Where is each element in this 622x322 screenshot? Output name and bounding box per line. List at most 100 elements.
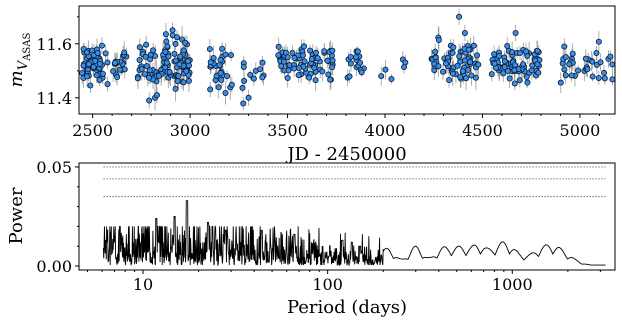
data-point (467, 59, 474, 66)
data-point (116, 66, 123, 73)
data-point (289, 49, 296, 56)
data-point (282, 49, 289, 56)
data-point (535, 69, 542, 76)
data-point (79, 69, 86, 76)
significance-lines (103, 166, 606, 198)
data-point (468, 72, 475, 79)
data-point (432, 48, 439, 55)
data-point (90, 63, 97, 70)
data-point (566, 61, 573, 68)
data-point (324, 57, 331, 64)
data-point (474, 52, 481, 59)
data-point (291, 65, 298, 72)
data-point (143, 41, 150, 48)
data-point (155, 72, 162, 79)
data-point (136, 57, 143, 64)
data-point (175, 72, 182, 79)
data-point (228, 81, 235, 88)
data-point (523, 48, 530, 55)
data-point (357, 59, 364, 66)
data-point (346, 73, 353, 80)
data-point (275, 52, 282, 59)
data-point (143, 63, 150, 70)
data-point (83, 49, 90, 56)
data-point (180, 79, 187, 86)
data-point (165, 53, 172, 60)
data-point (172, 85, 179, 92)
periodogram-panel: 10 100 1000 0.00 0.05 Period (days) Power (6, 158, 616, 318)
data-point (87, 82, 94, 89)
data-point (96, 76, 103, 83)
data-point (162, 48, 169, 55)
data-point (93, 72, 100, 79)
data-point (449, 49, 456, 56)
data-point (329, 64, 336, 71)
data-point (92, 57, 99, 64)
data-point (215, 84, 222, 91)
data-point (504, 43, 511, 50)
data-point (259, 59, 266, 66)
data-point (217, 56, 224, 63)
data-point (284, 75, 291, 82)
data-point (569, 50, 576, 57)
data-point (134, 75, 141, 82)
data-point (216, 62, 223, 69)
data-point (185, 77, 192, 84)
data-point (524, 79, 531, 86)
data-point (241, 77, 248, 84)
data-point (207, 59, 214, 66)
data-point (607, 53, 614, 60)
data-point (435, 63, 442, 70)
x-tick-label: 1000 (492, 275, 533, 294)
y-tick-label: 0.05 (36, 158, 72, 177)
data-point (582, 55, 589, 62)
data-point (171, 50, 178, 57)
data-point (174, 34, 181, 41)
data-point (146, 67, 153, 74)
data-point (450, 44, 457, 51)
data-point (217, 70, 224, 77)
data-point (511, 80, 518, 87)
data-point (457, 74, 464, 81)
data-point (595, 74, 602, 81)
data-point (347, 53, 354, 60)
data-point (501, 64, 508, 71)
data-point (593, 49, 600, 56)
x-tick-label: 3500 (267, 121, 308, 140)
data-point (601, 75, 608, 82)
data-point (163, 59, 170, 66)
data-point (325, 71, 332, 78)
data-point (308, 56, 315, 63)
bottom-x-axis-label: Period (days) (287, 297, 407, 318)
data-point (224, 73, 231, 80)
data-point (259, 74, 266, 81)
bottom-x-ticks: 10 100 1000 (86, 270, 601, 294)
data-point (219, 45, 226, 52)
x-tick-label: 4500 (462, 121, 503, 140)
data-point (172, 40, 179, 47)
data-point (104, 81, 111, 88)
data-point (295, 72, 302, 79)
data-point (210, 54, 217, 61)
data-point (312, 77, 319, 84)
data-point (174, 78, 181, 85)
data-point (162, 31, 169, 38)
data-point (388, 76, 395, 83)
data-point (285, 67, 292, 74)
data-point (534, 47, 541, 54)
data-point (319, 68, 326, 75)
data-point (358, 69, 365, 76)
data-point (561, 43, 568, 50)
data-point (240, 100, 247, 107)
data-point (240, 63, 247, 70)
data-point (517, 49, 524, 56)
data-point (239, 84, 246, 91)
data-point (121, 49, 128, 56)
data-point (456, 13, 463, 20)
data-point (213, 72, 220, 79)
data-point (500, 70, 507, 77)
data-point (250, 75, 257, 82)
data-point (141, 71, 148, 78)
data-point (84, 73, 91, 80)
